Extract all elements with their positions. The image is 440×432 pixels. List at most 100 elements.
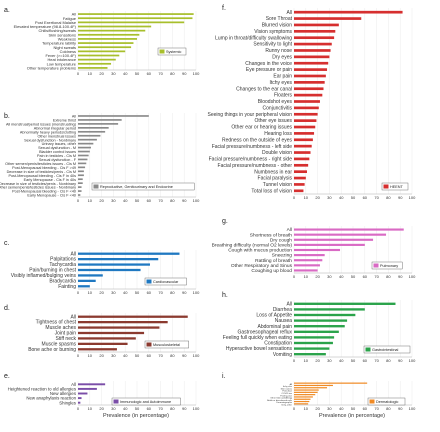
panel-h-bar [294, 325, 345, 328]
panel-h-legend-label: Gastrointestinal [372, 348, 399, 352]
panel-f-bar [294, 132, 315, 135]
panel-a-legend-box [157, 47, 187, 56]
panel-b-category-label: Sexual dysfunction - M [38, 146, 76, 150]
panel-c-tick-label: 40 [123, 290, 128, 295]
panel-d-bar [78, 342, 128, 345]
panel-g-tick-label: 10 [304, 274, 309, 279]
panel-c-bar [78, 263, 150, 266]
panel-f-bar [294, 163, 309, 167]
panel-e-legend-swatch [113, 399, 119, 404]
panel-g-category-label: All [287, 227, 292, 233]
panel-f-tick-label: 60 [363, 195, 368, 200]
panel-b-bar [78, 186, 82, 188]
panel-f-category-label: Facial pressure/numbness - other [218, 163, 293, 169]
panel-b-bar [78, 170, 84, 173]
panel-i-tick-label: 80 [386, 406, 391, 411]
panel-g-category-label: Rattling of breath [255, 258, 292, 264]
panel-b-letter: b. [4, 113, 10, 120]
panel-a-category-label: Coldness [60, 49, 76, 54]
panel-i-bar [294, 384, 333, 387]
panel-d-tick-label: 30 [111, 353, 116, 358]
panel-c-legend-box [144, 277, 187, 286]
panel-e-category-label: Shingles [59, 400, 77, 405]
panel-e-tick-label: 20 [99, 406, 104, 411]
panel-f-category-label: Blurred vision [262, 23, 293, 29]
panel-f-legend-box [381, 182, 409, 191]
panel-h-category-label: Hyperactive bowel sensations [226, 346, 293, 352]
panel-g-bar [294, 238, 374, 241]
panel-b-category-label: Post-Menopausal bleeding - Cis F in 40s [8, 174, 76, 178]
panel-b-bar [78, 134, 101, 137]
panel-e-letter: e. [4, 373, 10, 380]
panel-b-category-label: Decrease in size of testicles/penis - Ci… [7, 170, 76, 174]
panel-h-bar [294, 313, 356, 317]
panel-i-category-label: Peeling skin [280, 395, 293, 397]
panel-f-bar [294, 61, 329, 65]
panel-e-tick-label: 100 [193, 406, 200, 411]
panel-a-category-label: Fatigue [63, 16, 76, 21]
panel-f-category-label: Other ear or hearing issues [231, 125, 292, 131]
panel-f-category-label: Changes to the ear canal [236, 86, 292, 92]
panel-b-tick-label: 80 [170, 198, 175, 203]
panel-i-bar [294, 396, 313, 398]
panel-e-tick-label: 60 [147, 406, 152, 411]
panel-a-bar [78, 62, 112, 65]
panel-a-tick-label: 40 [123, 71, 128, 76]
panel-f-legend-swatch [383, 184, 389, 189]
panel-i-category-label: Other Skin and Allergy [270, 397, 293, 400]
panel-b-bar [78, 182, 83, 184]
panel-d-tick-label: 40 [123, 353, 128, 358]
panel-f-category-label: Floaters [274, 93, 293, 99]
panel-g-tick-label: 30 [327, 274, 332, 279]
panel-f-bar [294, 112, 318, 116]
panel-f-category-label: Facial pressure/numbness - left side [212, 144, 293, 150]
panel-h-tick-label: 70 [374, 358, 379, 363]
panel-d-bar [78, 321, 168, 324]
panel-b-legend-label: Reproductive, Genitourinary and Endocrin… [100, 185, 173, 189]
panel-g-bar [294, 259, 323, 262]
panel-a-bar [78, 17, 193, 20]
panel-f-category-label: All [286, 10, 292, 16]
panel-h-bar [294, 330, 339, 333]
panel-f-bar [294, 144, 312, 148]
panel-c-category-label: All [70, 251, 76, 257]
panel-h-bar [294, 341, 333, 345]
panel-c-legend-label: Cardiovascular [153, 280, 179, 284]
panel-g-legend-box [371, 261, 403, 270]
panel-a-bar [78, 58, 116, 61]
panel-i-category-label: COVID toe [281, 392, 292, 395]
panel-f-bar [294, 17, 362, 20]
panel-f-tick-label: 70 [374, 195, 379, 200]
panel-h-category-label: Gastroesophageal reflux [238, 329, 293, 335]
panel-h-category-label: Feeling full quickly when eating [223, 335, 292, 341]
panel-g-letter: g. [222, 218, 228, 225]
panel-h-bar [294, 336, 335, 339]
panel-d-category-label: Tightness of chest [36, 320, 77, 326]
panel-c-tick-label: 50 [135, 290, 140, 295]
panel-e-bar [78, 397, 82, 400]
panel-f-category-label: Conjunctivitis [263, 105, 293, 111]
panel-d-tick-label: 90 [182, 353, 187, 358]
panel-g-bar [294, 264, 320, 267]
panel-d-tick-label: 0 [77, 353, 80, 358]
panel-h-bar [294, 308, 365, 311]
panel-i-bar [294, 389, 319, 391]
panel-f-category-label: Runny nose [265, 48, 292, 54]
panel-b-bar [78, 123, 119, 125]
panel-a-bar [78, 54, 120, 57]
panel-b-bar [78, 154, 89, 157]
panel-c-tick-label: 80 [170, 290, 175, 295]
panel-c-tick-label: 0 [77, 290, 80, 295]
panel-g-tick-label: 90 [398, 274, 403, 279]
panel-b-tick-label: 40 [123, 198, 128, 203]
panel-h-bar [294, 302, 396, 305]
panel-d-letter: d. [4, 305, 10, 312]
panel-h-bar [294, 353, 326, 356]
panel-f-category-label: Total loss of vision [251, 188, 292, 194]
panel-f-bar [294, 176, 306, 180]
panel-f-bar [294, 100, 320, 103]
panel-a-legend-swatch [159, 49, 165, 54]
panel-a-tick-label: 100 [193, 71, 200, 76]
